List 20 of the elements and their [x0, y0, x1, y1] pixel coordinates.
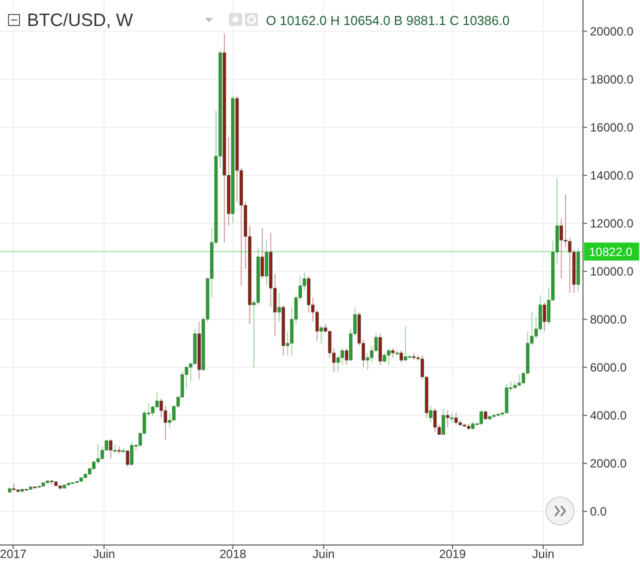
ref-line-label: 10822.0 [589, 244, 633, 259]
annotation: O 10162.0 H 10654.0 B 9881.1 C 10386.0 [266, 13, 510, 28]
y-tick-label: 10000.0 [590, 264, 634, 278]
y-tick-label: 14000.0 [590, 168, 634, 182]
y-tick-label: 12000.0 [590, 216, 634, 230]
y-tick-label: 8000.0 [590, 312, 628, 327]
x-tick-label: Juin [532, 547, 554, 561]
x-tick-label: 2017 [0, 547, 27, 561]
y-tick-label: 6000.0 [590, 360, 628, 375]
y-tick-label: 20000.0 [590, 24, 634, 38]
x-tick-label: 2018 [219, 547, 247, 561]
x-tick-label: Juin [93, 547, 116, 561]
y-tick-label: 16000.0 [590, 120, 634, 134]
y-tick-label: 4000.0 [590, 408, 628, 423]
x-tick-label: 2019 [439, 547, 466, 561]
y-tick-label: 0.0 [590, 504, 608, 519]
x-tick-label: Juin [312, 547, 335, 561]
y-tick-label: 18000.0 [590, 72, 634, 86]
text: BTC/USD, W [27, 10, 134, 30]
y-tick-label: 2000.0 [590, 456, 628, 471]
